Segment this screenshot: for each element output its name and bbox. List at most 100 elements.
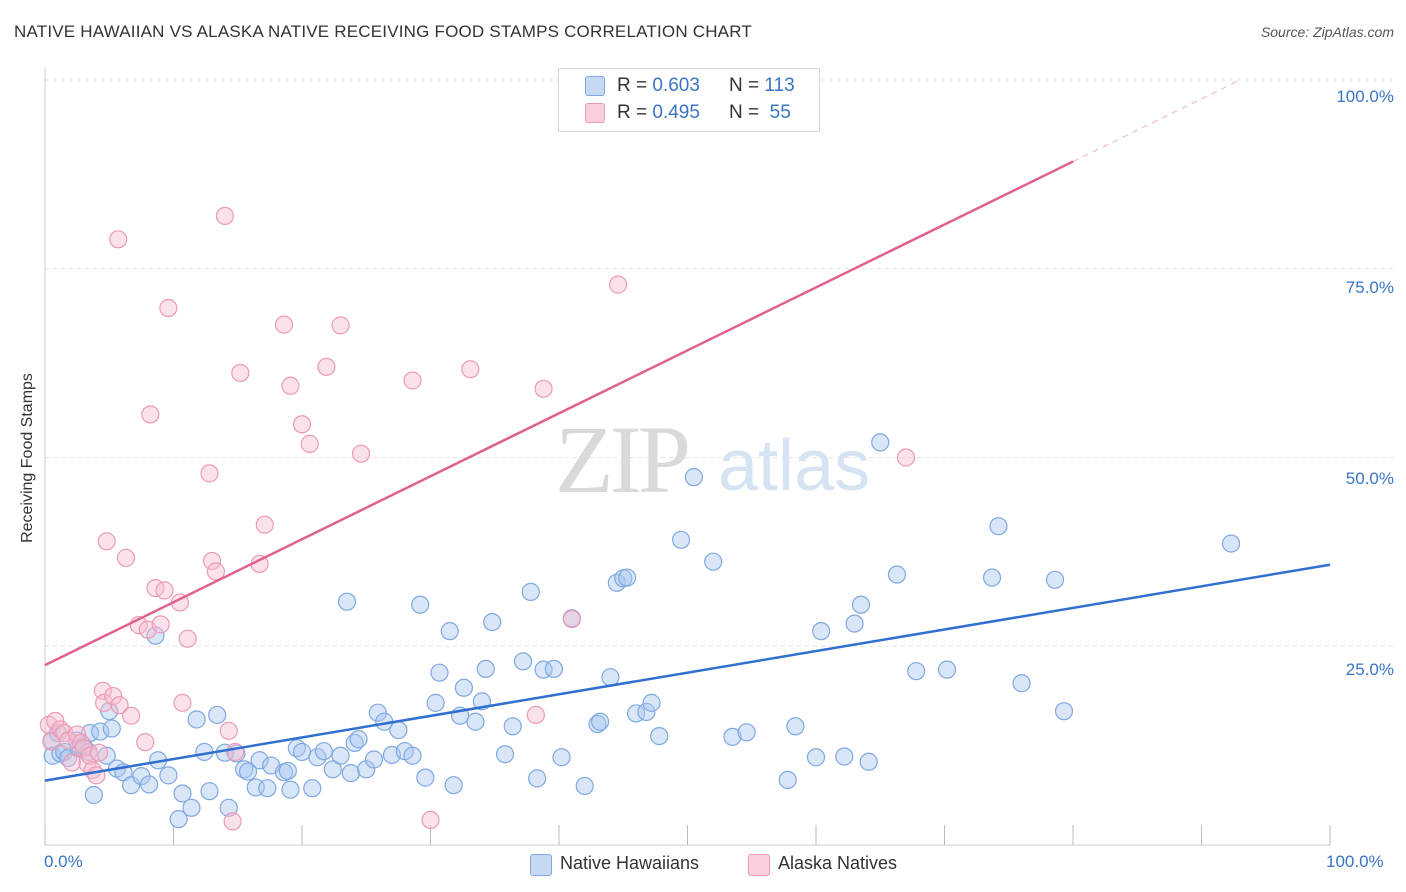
legend-swatch-pink xyxy=(585,103,605,123)
point-native-hawaiians xyxy=(159,766,178,785)
point-alaska-natives xyxy=(215,206,234,225)
point-alaska-natives xyxy=(331,316,350,335)
point-native-hawaiians xyxy=(907,662,926,681)
watermark: ZIP atlas xyxy=(555,406,870,513)
point-native-hawaiians xyxy=(552,748,571,767)
point-alaska-natives xyxy=(231,363,250,383)
point-native-hawaiians xyxy=(292,742,312,762)
point-native-hawaiians xyxy=(534,660,553,679)
trend-line-dashed-1 xyxy=(1072,79,1241,162)
legend-bottom-swatch-pink xyxy=(748,854,770,876)
trend-line-1 xyxy=(44,160,1074,667)
point-native-hawaiians xyxy=(208,705,227,725)
point-alaska-natives xyxy=(255,515,274,534)
point-alaska-natives xyxy=(109,230,128,249)
point-native-hawaiians xyxy=(637,702,656,722)
trend-line-0 xyxy=(44,563,1331,782)
point-native-hawaiians xyxy=(704,552,723,571)
point-alaska-natives xyxy=(202,551,222,571)
point-native-hawaiians xyxy=(102,719,121,738)
point-native-hawaiians xyxy=(200,782,219,801)
point-native-hawaiians xyxy=(575,776,594,796)
point-native-hawaiians xyxy=(430,663,449,682)
point-native-hawaiians xyxy=(416,768,435,787)
point-alaska-natives xyxy=(403,371,422,390)
point-alaska-natives xyxy=(526,705,545,725)
point-native-hawaiians xyxy=(364,750,384,769)
point-native-hawaiians xyxy=(238,762,258,781)
legend-swatch-blue xyxy=(585,76,605,96)
legend-n: N = 113 xyxy=(729,75,795,96)
point-native-hawaiians xyxy=(303,779,322,798)
point-alaska-natives xyxy=(87,766,106,785)
legend-bottom-label: Native Hawaiians xyxy=(560,853,700,873)
point-native-hawaiians xyxy=(466,712,485,731)
point-alaska-natives xyxy=(116,548,136,568)
point-alaska-natives xyxy=(159,298,178,318)
point-alaska-natives xyxy=(95,693,114,712)
point-native-hawaiians xyxy=(1221,534,1241,553)
point-native-hawaiians xyxy=(845,614,864,633)
point-native-hawaiians xyxy=(871,433,890,452)
point-native-hawaiians xyxy=(403,746,422,765)
legend-bottom-label: Alaska Natives xyxy=(778,853,898,873)
point-alaska-natives xyxy=(200,464,219,483)
point-native-hawaiians xyxy=(169,810,188,829)
point-native-hawaiians xyxy=(851,595,871,614)
point-alaska-natives xyxy=(121,706,141,725)
point-native-hawaiians xyxy=(440,622,459,641)
point-alaska-natives xyxy=(206,562,226,581)
point-alaska-natives xyxy=(97,532,116,551)
point-alaska-natives xyxy=(219,721,238,740)
point-alaska-natives xyxy=(89,743,109,762)
point-native-hawaiians xyxy=(258,779,277,798)
legend-n: N = 55 xyxy=(729,102,791,123)
point-native-hawaiians xyxy=(337,592,357,611)
point-native-hawaiians xyxy=(454,678,474,697)
point-alaska-natives xyxy=(223,812,242,831)
point-alaska-natives xyxy=(461,360,480,379)
point-native-hawaiians xyxy=(591,712,610,731)
point-native-hawaiians xyxy=(281,780,300,799)
point-alaska-natives xyxy=(609,275,628,294)
axes xyxy=(44,68,1331,846)
legend-top: R = 0.603 N = 113 R = 0.495 N = 55 xyxy=(558,68,820,132)
point-native-hawaiians xyxy=(887,565,907,584)
y-tick-label-100: 100.0% xyxy=(1336,87,1394,106)
point-alaska-natives xyxy=(281,376,300,395)
point-native-hawaiians xyxy=(618,568,637,587)
watermark-atlas: atlas xyxy=(718,426,870,506)
point-native-hawaiians xyxy=(368,703,387,722)
point-native-hawaiians xyxy=(483,612,502,632)
point-native-hawaiians xyxy=(1054,702,1074,721)
point-native-hawaiians xyxy=(476,659,495,679)
point-alaska-natives xyxy=(226,742,245,762)
point-native-hawaiians xyxy=(786,717,805,736)
point-alaska-natives xyxy=(352,444,371,463)
point-native-hawaiians xyxy=(84,785,103,805)
trend-lines xyxy=(44,79,1331,782)
point-alaska-natives xyxy=(292,415,312,434)
point-native-hawaiians xyxy=(182,798,201,817)
point-native-hawaiians xyxy=(411,595,430,614)
point-native-hawaiians xyxy=(650,726,669,746)
point-native-hawaiians xyxy=(278,761,297,780)
point-alaska-natives xyxy=(155,581,174,600)
point-alaska-natives xyxy=(896,448,916,467)
point-native-hawaiians xyxy=(139,775,159,794)
point-native-hawaiians xyxy=(528,769,547,788)
point-native-hawaiians xyxy=(187,710,206,729)
point-native-hawaiians xyxy=(1012,674,1031,693)
point-alaska-natives xyxy=(110,696,129,715)
point-native-hawaiians xyxy=(513,652,533,671)
point-native-hawaiians xyxy=(989,517,1008,536)
point-native-hawaiians xyxy=(357,760,376,779)
chart-title: NATIVE HAWAIIAN VS ALASKA NATIVE RECEIVI… xyxy=(14,22,752,41)
x-tick-label-100: 100.0% xyxy=(1326,852,1384,871)
point-native-hawaiians xyxy=(859,752,878,771)
point-native-hawaiians xyxy=(544,659,563,679)
point-native-hawaiians xyxy=(812,622,831,641)
y-tick-label-50: 50.0% xyxy=(1345,469,1394,488)
point-alaska-natives xyxy=(151,615,170,634)
